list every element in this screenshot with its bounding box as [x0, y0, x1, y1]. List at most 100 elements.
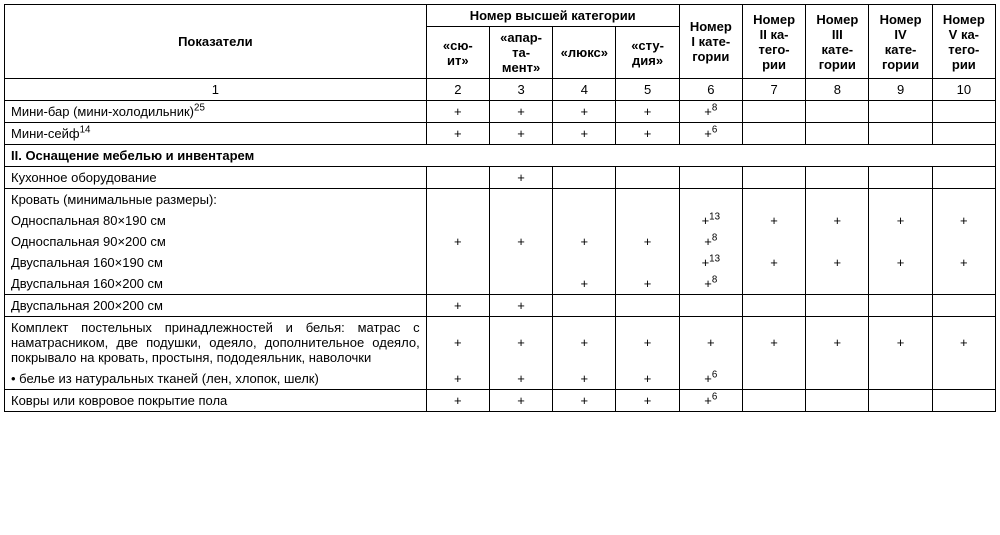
cell-value [806, 295, 869, 317]
cell-value [806, 390, 869, 412]
cell-value [806, 273, 869, 295]
cell-value [932, 390, 995, 412]
row-label: Односпальная 90×200 см [5, 231, 427, 252]
cell-value [932, 167, 995, 189]
cell-value [806, 368, 869, 390]
cell-footnote: 13 [709, 254, 720, 265]
cell-value [869, 390, 932, 412]
cell-footnote: 8 [712, 233, 717, 244]
row-label: Двуспальная 200×200 см [5, 295, 427, 317]
cell-value [806, 231, 869, 252]
cell-value [932, 273, 995, 295]
row-label: Кровать (минимальные размеры): [5, 189, 427, 211]
cell-value: + [553, 273, 616, 295]
cell-value [742, 189, 805, 211]
cell-value: + [932, 252, 995, 273]
th-indicators: Показатели [5, 5, 427, 79]
table-body: Мини-бар (мини-холодильник)25+++++8Мини-… [5, 101, 996, 412]
cell-value: + [489, 295, 552, 317]
cell-value: + [553, 317, 616, 369]
cell-footnote: 6 [712, 392, 717, 403]
col-number: 7 [742, 79, 805, 101]
cell-value: + [426, 295, 489, 317]
cell-value [869, 368, 932, 390]
table-row: Ковры или ковровое покрытие пола+++++6 [5, 390, 996, 412]
cell-value: + [489, 390, 552, 412]
row-label: белье из натуральных тканей (лен, хлопок… [5, 368, 427, 390]
section-row: II. Оснащение мебелью и инвентарем [5, 145, 996, 167]
col-number: 1 [5, 79, 427, 101]
cell-value: + [489, 167, 552, 189]
row-label: Кухонное оборудование [5, 167, 427, 189]
col-number: 10 [932, 79, 995, 101]
cell-value [616, 252, 679, 273]
th-num-v-text: Номер V ка- тего- рии [943, 12, 985, 72]
row-label: Мини-сейф14 [5, 123, 427, 145]
row-label: Комплект постельных принадлежностей и бе… [5, 317, 427, 369]
cell-value [742, 123, 805, 145]
label-footnote: 25 [194, 103, 205, 114]
th-top-group: Номер высшей категории [426, 5, 679, 27]
cell-value: +6 [679, 390, 742, 412]
cell-footnote: 6 [712, 370, 717, 381]
cell-value [932, 101, 995, 123]
cell-value: +8 [679, 101, 742, 123]
cell-value: + [553, 231, 616, 252]
th-subtype: «люкс» [553, 27, 616, 79]
row-label: Односпальная 80×190 см [5, 210, 427, 231]
cell-value [679, 295, 742, 317]
th-num-iii: Номер III кате- гории [806, 5, 869, 79]
cell-value: + [426, 231, 489, 252]
cell-value: + [679, 317, 742, 369]
table-head: Показатели Номер высшей категории Номер … [5, 5, 996, 101]
cell-value: +6 [679, 123, 742, 145]
cell-value: + [489, 317, 552, 369]
cell-value: + [616, 390, 679, 412]
table-row: Кровать (минимальные размеры): [5, 189, 996, 211]
cell-value [742, 273, 805, 295]
cell-footnote: 13 [709, 212, 720, 223]
cell-value: + [489, 101, 552, 123]
section-title: II. Оснащение мебелью и инвентарем [5, 145, 996, 167]
cell-value: + [742, 210, 805, 231]
cell-value [932, 368, 995, 390]
cell-value [742, 231, 805, 252]
cell-value [426, 189, 489, 211]
th-num-iii-text: Номер III кате- гории [816, 12, 858, 72]
cell-value: +13 [679, 252, 742, 273]
cell-value: + [869, 210, 932, 231]
cell-value: + [553, 368, 616, 390]
cell-footnote: 8 [712, 275, 717, 286]
col-number: 4 [553, 79, 616, 101]
cell-value: + [932, 317, 995, 369]
cell-value [679, 167, 742, 189]
main-table: Показатели Номер высшей категории Номер … [4, 4, 996, 412]
table-row: Комплект постельных принадлежностей и бе… [5, 317, 996, 369]
cell-value: + [742, 317, 805, 369]
table-row: Двуспальная 160×200 см+++8 [5, 273, 996, 295]
cell-value [742, 368, 805, 390]
bullet-icon [11, 371, 19, 386]
cell-value [806, 123, 869, 145]
cell-value [869, 101, 932, 123]
cell-value: + [869, 252, 932, 273]
number-row: 12345678910 [5, 79, 996, 101]
cell-value: + [932, 210, 995, 231]
cell-value: + [489, 123, 552, 145]
cell-value: +6 [679, 368, 742, 390]
label-footnote: 14 [80, 125, 91, 136]
col-number: 5 [616, 79, 679, 101]
cell-value [806, 101, 869, 123]
table-row: Двуспальная 200×200 см++ [5, 295, 996, 317]
col-number: 8 [806, 79, 869, 101]
cell-value: + [742, 252, 805, 273]
th-subtype: «сю- ит» [426, 27, 489, 79]
cell-value: + [426, 123, 489, 145]
th-num-iv-text: Номер IV кате- гории [880, 12, 922, 72]
cell-value: +8 [679, 231, 742, 252]
cell-value [869, 273, 932, 295]
cell-value [869, 295, 932, 317]
table-row: Мини-бар (мини-холодильник)25+++++8 [5, 101, 996, 123]
cell-value: + [869, 317, 932, 369]
cell-value [489, 189, 552, 211]
